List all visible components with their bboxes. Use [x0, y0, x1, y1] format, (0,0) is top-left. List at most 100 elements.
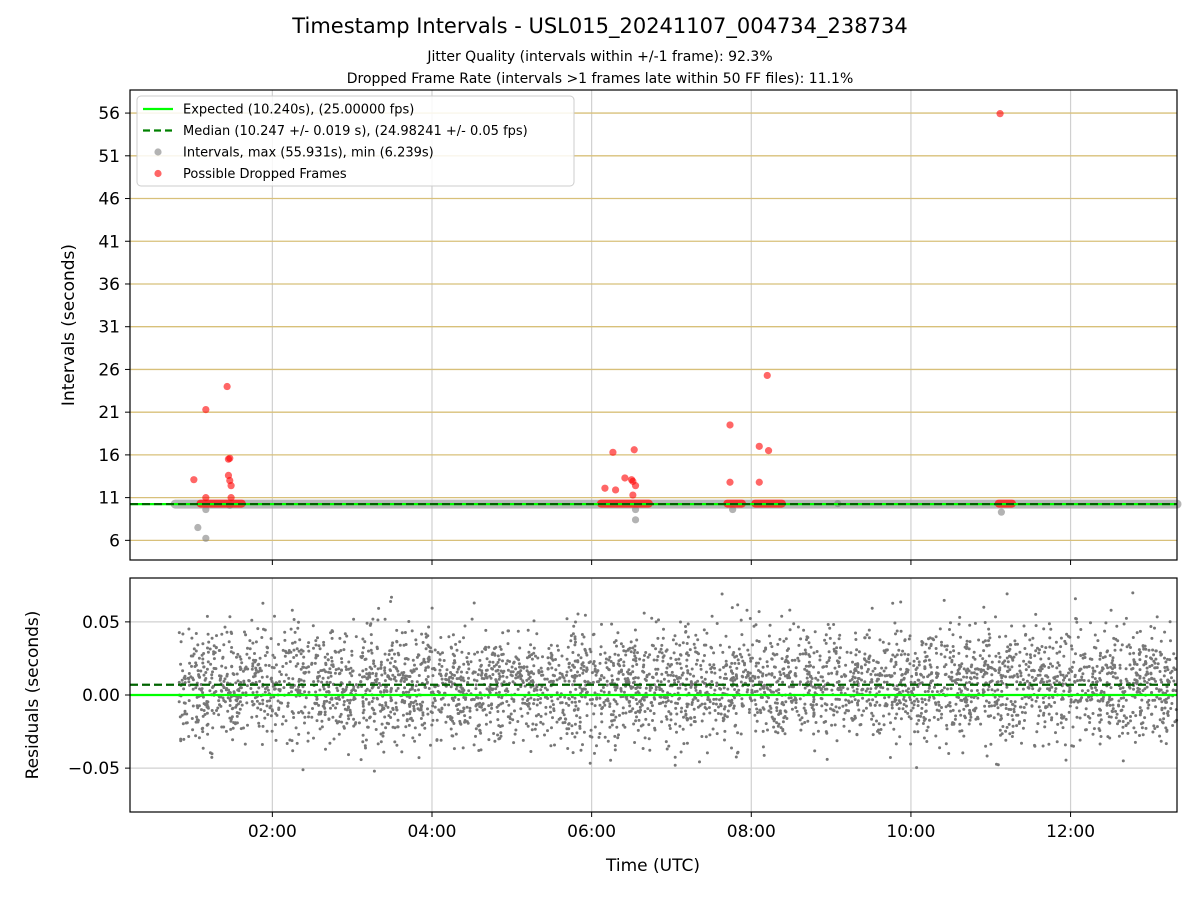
residual-point [454, 704, 458, 708]
residual-point [877, 690, 881, 694]
residual-point [1059, 645, 1063, 649]
residual-point [1031, 687, 1035, 691]
residual-point [1010, 675, 1014, 679]
residual-point [1068, 704, 1072, 708]
residual-point [1061, 716, 1065, 720]
residual-point [292, 618, 296, 621]
residual-point [1051, 696, 1055, 699]
residual-point [449, 675, 453, 679]
residual-point [1143, 661, 1147, 665]
residual-point [654, 667, 658, 671]
residual-point [1035, 696, 1039, 699]
residual-point [641, 669, 645, 673]
legend-box [136, 95, 575, 187]
residual-point [807, 660, 811, 664]
residual-point [870, 678, 874, 682]
residual-point [1039, 681, 1043, 685]
residual-point [836, 687, 840, 691]
residual-point [748, 696, 752, 700]
residual-point [565, 673, 568, 677]
residual-point [722, 717, 726, 721]
residual-point [445, 668, 449, 672]
residual-point [387, 714, 391, 718]
residual-point [1137, 687, 1141, 691]
residual-point [399, 678, 403, 682]
residual-point [368, 675, 372, 679]
residual-point [939, 716, 943, 720]
residual-point [506, 668, 510, 672]
residual-point [488, 711, 492, 715]
residual-point [665, 747, 669, 751]
residual-point [657, 618, 660, 622]
residual-point [756, 711, 759, 714]
residual-point [825, 661, 829, 664]
residual-point [1004, 707, 1008, 710]
interval-point [631, 505, 640, 514]
residual-point [1015, 687, 1019, 691]
residual-point [733, 655, 737, 659]
residual-point [444, 672, 448, 676]
residual-point [891, 653, 895, 657]
dropped-frame-point [601, 484, 609, 492]
residual-point [188, 661, 192, 665]
residual-point [480, 676, 484, 680]
residual-point [519, 707, 523, 711]
residual-point [830, 671, 834, 675]
residual-point [1055, 666, 1059, 670]
residual-point [370, 700, 374, 703]
residual-point [180, 678, 184, 682]
residual-point [1121, 725, 1125, 729]
residual-point [256, 670, 260, 674]
residual-point [274, 663, 278, 667]
residual-point [1076, 635, 1080, 639]
residual-point [709, 645, 713, 649]
residual-point [426, 657, 430, 661]
residual-point [182, 687, 186, 691]
residual-point [481, 702, 485, 706]
residual-point [1063, 639, 1067, 643]
residual-point [598, 696, 602, 700]
residual-point [438, 668, 442, 672]
residual-point [677, 657, 681, 661]
residual-point [1125, 645, 1129, 649]
residual-point [439, 738, 443, 742]
residual-point [799, 637, 803, 641]
residual-point [372, 708, 376, 712]
residual-point [794, 706, 798, 710]
residual-point [337, 732, 341, 736]
dropped-frame-point [755, 478, 763, 486]
residual-point [965, 645, 969, 649]
residual-point [642, 698, 646, 702]
residual-point [944, 705, 948, 709]
residual-point [530, 657, 534, 661]
residual-point [265, 685, 269, 689]
residual-point [825, 664, 828, 668]
residual-point [1047, 742, 1051, 746]
residual-point [957, 622, 961, 626]
residual-point [882, 723, 886, 727]
residual-point [711, 727, 715, 731]
residual-point [739, 680, 743, 684]
residual-point [832, 641, 836, 645]
residual-point [773, 717, 776, 721]
residual-point [1012, 655, 1016, 659]
residual-point [565, 617, 569, 621]
residual-point [415, 702, 419, 706]
residual-point [678, 662, 682, 666]
residual-point [767, 634, 771, 638]
residual-point [261, 698, 265, 702]
residual-point [755, 707, 759, 711]
residual-point [462, 636, 465, 640]
residual-point [622, 649, 626, 653]
residual-point [904, 689, 908, 693]
residual-point [744, 668, 748, 672]
residual-point [1153, 727, 1157, 730]
residual-point [1047, 703, 1051, 706]
residual-point [591, 680, 595, 684]
residual-point [424, 632, 428, 636]
residual-point [733, 688, 737, 691]
residual-point [202, 652, 206, 655]
residual-point [794, 701, 798, 705]
residual-point [205, 705, 209, 709]
residual-point [723, 729, 727, 733]
